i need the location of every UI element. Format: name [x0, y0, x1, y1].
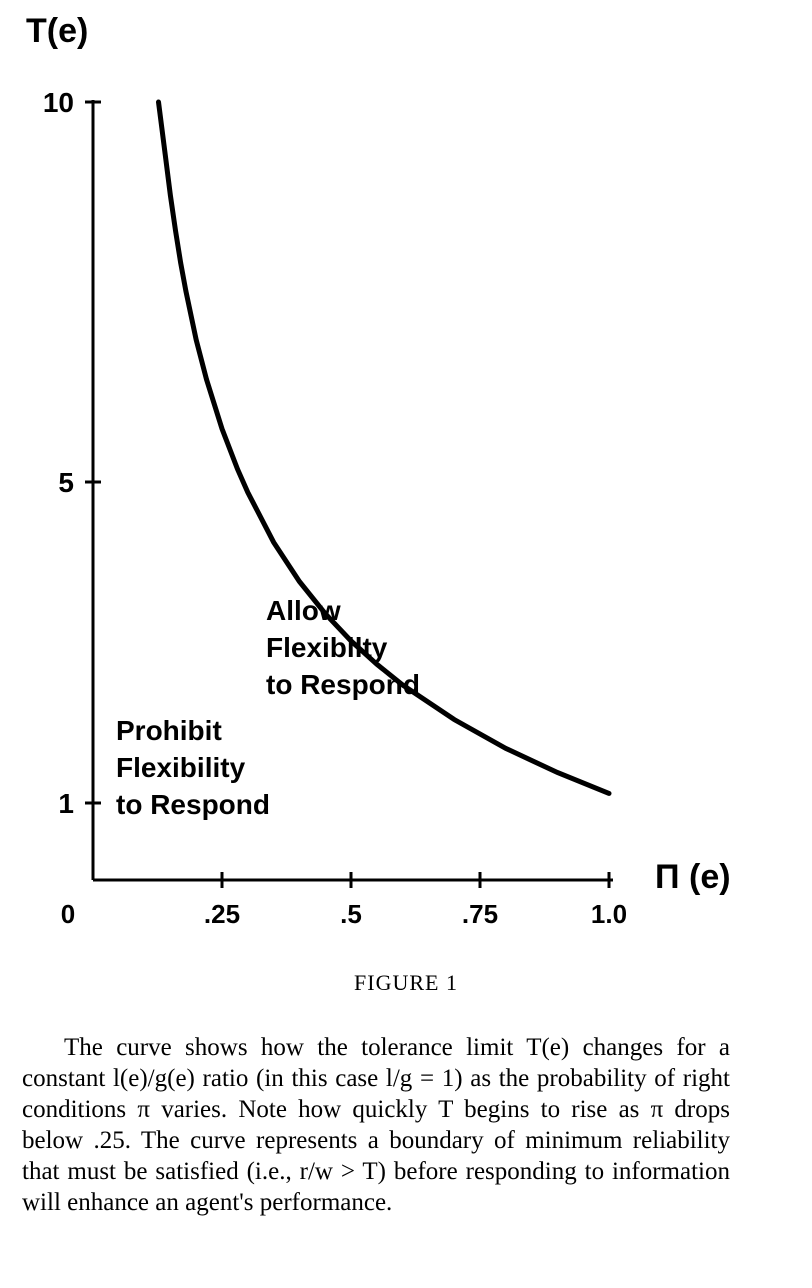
x-axis-label: Π (e): [655, 858, 731, 896]
figure-caption: The curve shows how the tolerance limit …: [22, 1034, 730, 1216]
annotation-1-line-0: Prohibit: [116, 715, 222, 746]
x-tick-label-0: .25: [204, 899, 240, 929]
tolerance-curve: [156, 99, 612, 796]
annotation-1-line-1: Flexibility: [116, 752, 246, 783]
annotation-0: Allow Flexibilty to Respond: [266, 595, 420, 700]
x-tick-label-1: .5: [340, 899, 362, 929]
annotation-1-line-2: to Respond: [116, 789, 270, 820]
y-tick-label-0: 1: [58, 788, 74, 819]
y-axis-label: T(e): [26, 12, 88, 50]
annotation-0-line-1: Flexibilty: [266, 632, 388, 663]
x-ticks: .25 .5 .75 1.0: [204, 872, 627, 929]
y-tick-label-2: 10: [43, 87, 74, 118]
annotation-1: Prohibit Flexibility to Respond: [116, 715, 270, 820]
figure-label: FIGURE 1: [354, 970, 458, 995]
annotation-0-line-0: Allow: [266, 595, 341, 626]
annotation-0-line-2: to Respond: [266, 669, 420, 700]
region-annotations: Allow Flexibilty to Respond Prohibit Flexibi…: [116, 595, 420, 820]
origin-label: 0: [61, 899, 75, 929]
x-tick-label-3: 1.0: [591, 899, 627, 929]
y-tick-label-1: 5: [58, 467, 74, 498]
x-tick-label-2: .75: [462, 899, 498, 929]
